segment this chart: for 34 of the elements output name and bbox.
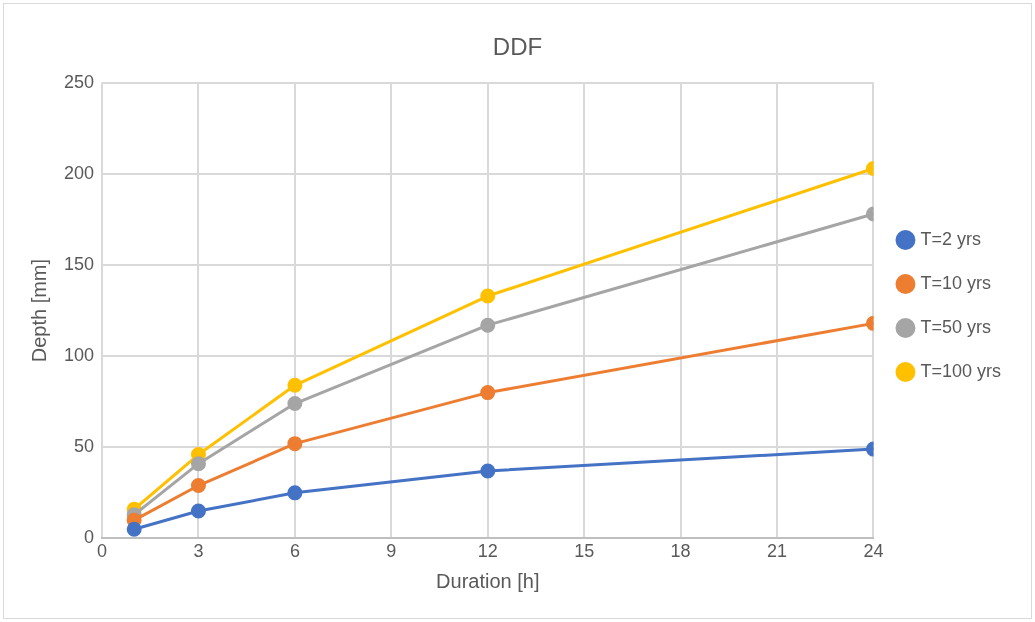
x-tick-label: 3 [193, 541, 204, 562]
point [287, 485, 303, 501]
y-tick-label: 100 [63, 345, 95, 366]
x-tick-label: 6 [289, 541, 300, 562]
legend-label: T=2 yrs [920, 228, 981, 249]
legend-label: T=50 yrs [920, 316, 991, 337]
y-axis-title: Depth [mm] [27, 258, 50, 363]
y-tick-label: 200 [63, 162, 95, 183]
point [287, 436, 303, 452]
point [480, 288, 496, 304]
point [190, 478, 206, 494]
x-tick-label: 0 [97, 541, 108, 562]
point [480, 317, 496, 333]
point [480, 385, 496, 401]
x-tick-label: 21 [767, 541, 788, 562]
point [190, 503, 206, 519]
legend-label: T=10 yrs [920, 272, 991, 293]
x-tick-label: 12 [477, 541, 498, 562]
y-tick-label: 250 [63, 71, 95, 92]
legend-label: T=100 yrs [920, 360, 1002, 381]
x-tick-label: 9 [386, 541, 397, 562]
point [287, 396, 303, 412]
x-tick-label: 15 [574, 541, 595, 562]
point [126, 521, 142, 537]
y-tick-label: 0 [84, 527, 95, 548]
point [480, 463, 496, 479]
x-tick-label: 24 [863, 541, 884, 562]
x-tick-label: 18 [670, 541, 691, 562]
x-axis-title: Duration [h] [436, 569, 540, 592]
point [287, 377, 303, 393]
chart-title: DDF [492, 33, 543, 61]
point [190, 456, 206, 472]
y-tick-label: 150 [63, 254, 95, 275]
y-tick-label: 50 [74, 436, 95, 457]
